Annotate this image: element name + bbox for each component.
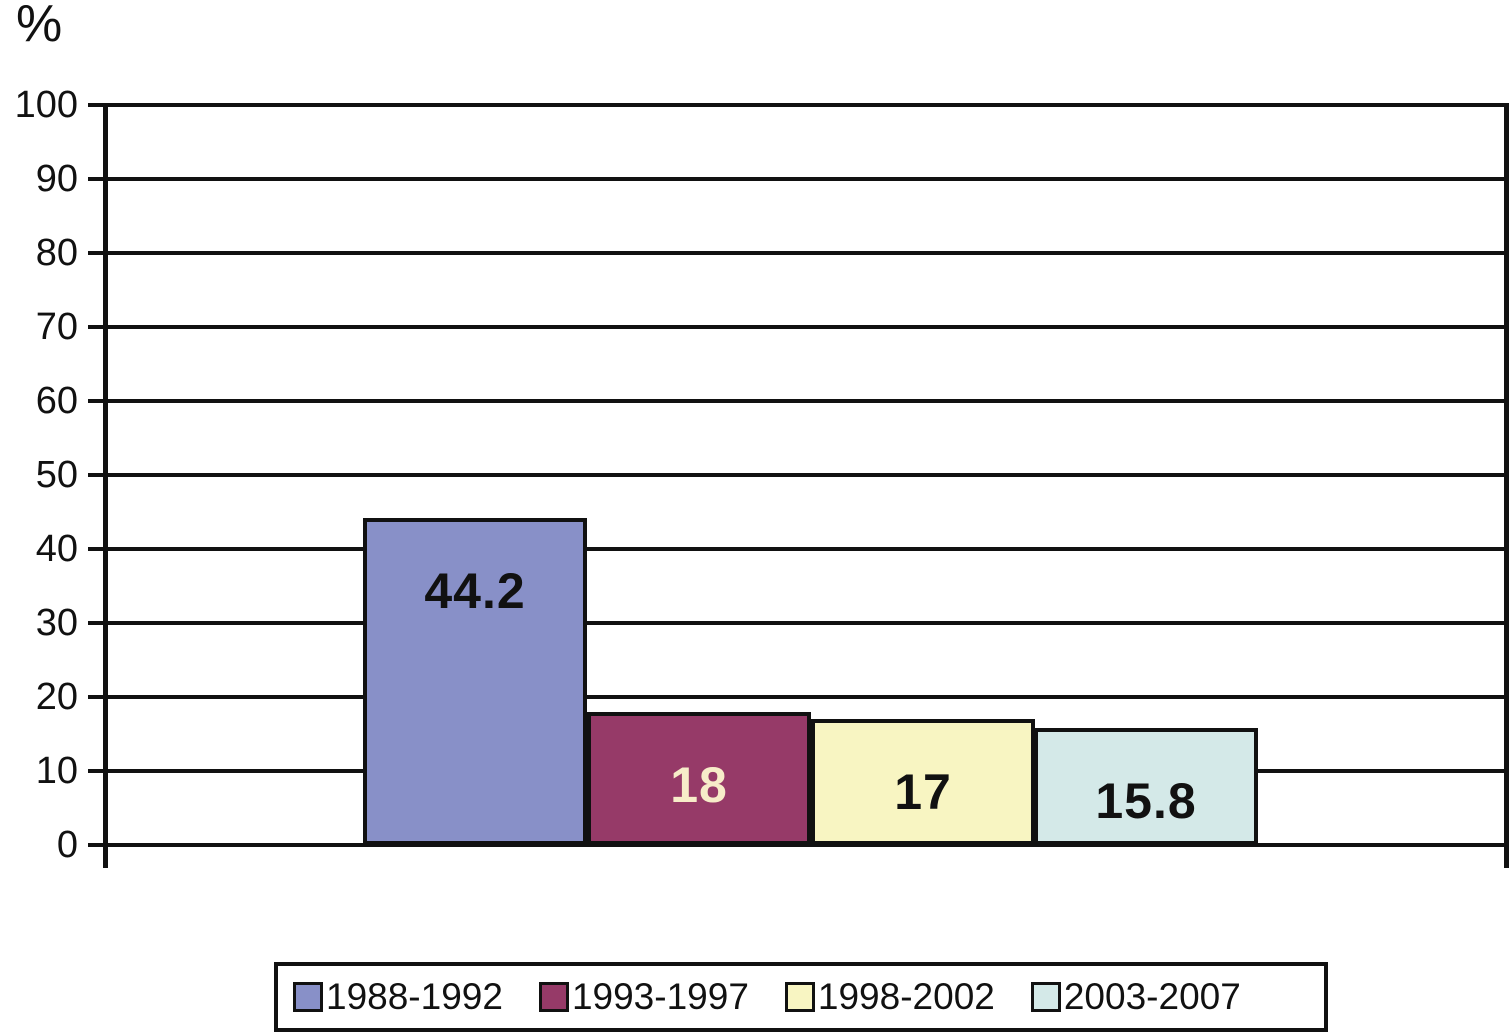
y-tick-label: 50: [35, 454, 78, 496]
plot-right-border: [1504, 103, 1509, 868]
y-axis-tick: [88, 769, 115, 773]
gridline: [105, 399, 1507, 403]
y-axis-tick: [88, 325, 115, 329]
bar-1988-1992: 44.2: [363, 518, 587, 845]
bar-2003-2007: 15.8: [1034, 728, 1258, 845]
legend-item-1993-1997: 1993-1997: [538, 976, 749, 1018]
gridline: [105, 621, 1507, 625]
bar-value-label: 17: [894, 764, 952, 820]
gridline: [105, 251, 1507, 255]
legend: 1988-1992 1993-1997 1998-2002 2003-2007: [274, 962, 1328, 1032]
legend-swatch-icon: [1030, 982, 1061, 1012]
legend-label: 2003-2007: [1063, 976, 1241, 1017]
bar-value-label: 44.2: [424, 563, 526, 619]
y-axis-tick: [88, 621, 115, 625]
y-tick-label: 90: [35, 158, 78, 200]
y-tick-label: 60: [35, 380, 78, 422]
y-axis-tick: [88, 399, 115, 403]
y-tick-label: 20: [35, 676, 78, 718]
legend-label: 1988-1992: [326, 976, 503, 1017]
bar-value-label: 18: [670, 757, 728, 813]
bar-1998-2002: 17: [811, 719, 1035, 845]
bar-1993-1997: 18: [587, 712, 811, 845]
legend-item-2003-2007: 2003-2007: [1030, 976, 1241, 1018]
legend-swatch-icon: [293, 982, 323, 1012]
y-axis-tick: [88, 103, 115, 107]
y-tick-label: 0: [56, 824, 78, 866]
gridline: [105, 695, 1507, 699]
gridline: [105, 547, 1507, 551]
y-axis-tick: [88, 473, 115, 477]
legend-label: 1993-1997: [571, 976, 749, 1017]
bar-value-label: 15.8: [1095, 773, 1197, 829]
y-axis-tick: [88, 177, 115, 181]
y-tick-label: 30: [35, 602, 78, 644]
y-axis-line: [103, 103, 108, 868]
y-tick-label: 80: [35, 232, 78, 274]
gridline: [105, 103, 1507, 107]
legend-label: 1998-2002: [817, 976, 995, 1017]
y-axis-tick: [88, 695, 115, 699]
legend-item-1988-1992: 1988-1992: [293, 976, 503, 1018]
gridline: [105, 325, 1507, 329]
y-axis-tick: [88, 843, 115, 847]
gridline: [105, 177, 1507, 181]
y-tick-label: 40: [35, 528, 78, 570]
y-axis-tick: [88, 251, 115, 255]
y-axis-title: %: [16, 0, 63, 53]
y-tick-label: 70: [35, 306, 78, 348]
legend-swatch-icon: [784, 982, 815, 1012]
legend-swatch-icon: [538, 982, 569, 1012]
y-axis-tick: [88, 547, 115, 551]
gridline: [105, 473, 1507, 477]
y-tick-label: 100: [14, 84, 78, 126]
y-tick-label: 10: [35, 750, 78, 792]
legend-item-1998-2002: 1998-2002: [784, 976, 995, 1018]
gridline: [105, 843, 1507, 847]
